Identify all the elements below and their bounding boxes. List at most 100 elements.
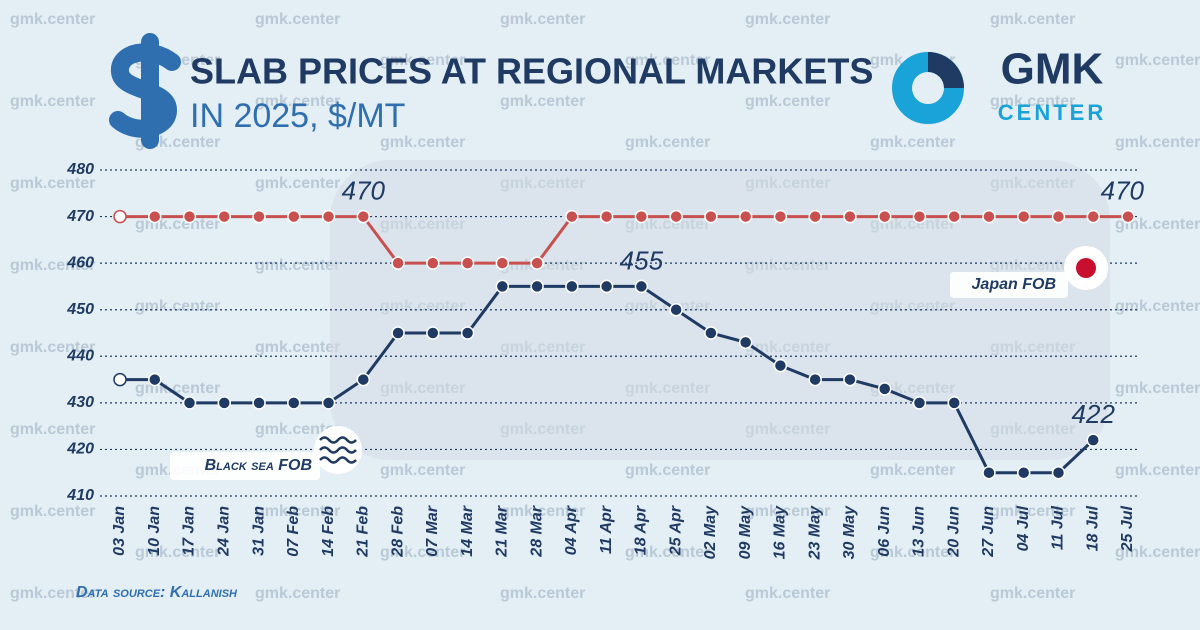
data-point — [843, 209, 857, 224]
y-tick-label: 410 — [66, 487, 94, 504]
x-tick-label: 07 Mar — [424, 505, 441, 556]
data-point — [148, 372, 162, 387]
sea-waves — [319, 436, 357, 464]
data-point — [982, 465, 996, 480]
data-point — [669, 209, 683, 224]
chart-title: SLAB PRICES AT REGIONAL MARKETS — [190, 51, 873, 92]
y-tick-label: 480 — [66, 161, 94, 178]
watermark: gmk.center — [990, 11, 1075, 28]
data-point — [599, 209, 614, 224]
data-point — [182, 209, 197, 224]
data-point — [599, 279, 614, 294]
x-tick-label: 16 May — [772, 505, 789, 559]
x-tick-label: 02 May — [702, 505, 719, 559]
data-point — [912, 396, 927, 410]
data-point — [252, 209, 266, 224]
data-point — [1086, 209, 1100, 224]
watermark: gmk.center — [135, 544, 220, 561]
logo-subtext: CENTER — [998, 100, 1106, 125]
watermark: gmk.center — [500, 503, 585, 520]
japan-flag-dot — [1076, 258, 1096, 278]
data-point — [808, 209, 822, 224]
watermark: gmk.center — [10, 503, 95, 520]
watermark: gmk.center — [1115, 380, 1200, 397]
x-tick-label: 11 Jul — [1050, 505, 1067, 550]
watermark: gmk.center — [10, 175, 95, 192]
x-tick-label: 13 Jun — [911, 506, 928, 557]
data-point — [982, 209, 996, 224]
x-tick-label: 10 Jan — [146, 506, 163, 556]
watermark: gmk.center — [625, 52, 710, 69]
data-point — [877, 209, 892, 224]
data-point — [1121, 209, 1135, 224]
legend-label: Japan FOB — [972, 276, 1056, 293]
watermark: gmk.center — [1115, 134, 1200, 151]
y-tick-label: 470 — [66, 208, 94, 225]
x-tick-label: 24 Jan — [215, 506, 232, 557]
watermark: gmk.center — [255, 175, 340, 192]
x-tick-label: 03 Jan — [111, 506, 128, 556]
watermark: gmk.center — [625, 462, 710, 479]
dollar-icon — [109, 33, 181, 149]
watermark: gmk.center — [745, 585, 830, 602]
x-tick-label: 21 Mar — [494, 505, 511, 557]
watermark: gmk.center — [625, 134, 710, 151]
x-tick-label: 23 May — [806, 505, 823, 560]
y-tick-label: 420 — [66, 441, 94, 458]
watermark: gmk.center — [870, 544, 955, 561]
data-point — [217, 209, 232, 224]
data-point — [1016, 465, 1031, 480]
watermark: gmk.center — [1115, 544, 1200, 561]
data-point — [565, 209, 579, 224]
x-tick-label: 09 May — [737, 505, 754, 559]
watermark: gmk.center — [255, 257, 340, 274]
watermark: gmk.center — [135, 216, 220, 233]
watermark: gmk.center — [380, 52, 465, 69]
data-point — [808, 372, 822, 387]
watermark: gmk.center — [1115, 298, 1200, 315]
data-point — [426, 326, 440, 340]
data-point — [217, 396, 232, 410]
watermark: gmk.center — [380, 134, 465, 151]
watermark: gmk.center — [10, 585, 95, 602]
x-tick-label: 27 Jun — [980, 506, 997, 558]
value-label: 455 — [620, 245, 664, 275]
logo-segment — [928, 52, 964, 88]
y-tick-label: 460 — [66, 254, 94, 271]
watermark: gmk.center — [745, 93, 830, 110]
x-tick-label: 21 Feb — [355, 506, 372, 558]
data-point — [877, 382, 892, 396]
x-tick-label: 31 Jan — [250, 506, 267, 556]
data-point — [1016, 209, 1031, 224]
data-point — [321, 209, 336, 224]
legend-box — [170, 452, 320, 480]
data-point — [460, 256, 475, 270]
data-point — [113, 372, 127, 387]
x-tick-label: 06 Jun — [876, 506, 893, 557]
legend-box — [950, 272, 1068, 298]
watermark: gmk.center — [255, 585, 340, 602]
data-point — [704, 209, 718, 224]
watermark: gmk.center — [990, 93, 1075, 110]
watermark: gmk.center — [745, 11, 830, 28]
watermark: gmk.center — [870, 462, 955, 479]
watermark: gmk.center — [255, 339, 340, 356]
watermark: gmk.center — [255, 421, 340, 438]
x-tick-label: 20 Jun — [945, 506, 962, 558]
x-tick-label: 28 Feb — [389, 506, 406, 558]
data-point — [391, 256, 405, 270]
value-label: 470 — [342, 175, 386, 205]
data-point — [287, 396, 301, 410]
value-label: 470 — [1101, 175, 1145, 205]
data-point — [460, 326, 475, 340]
data-point — [356, 372, 371, 387]
watermark: gmk.center — [255, 503, 340, 520]
data-point — [495, 256, 510, 270]
data-point — [182, 396, 197, 410]
x-tick-label: 18 Jul — [1084, 505, 1101, 551]
data-point — [356, 209, 371, 224]
watermark: gmk.center — [255, 93, 340, 110]
data-point — [843, 372, 857, 387]
x-tick-label: 28 Mar — [528, 505, 545, 557]
